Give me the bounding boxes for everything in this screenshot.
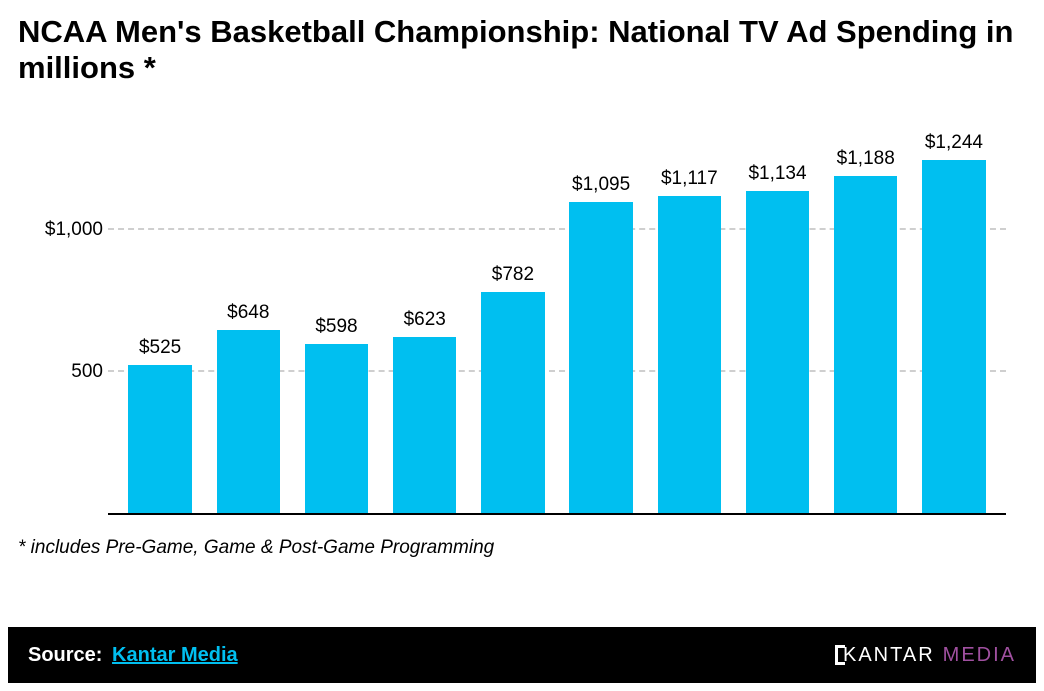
bar-value-label: $782 (492, 264, 534, 286)
bar-value-label: $648 (227, 302, 269, 324)
logo-antar: ANTAR (858, 644, 934, 666)
bar-column: $1,188 (822, 148, 910, 515)
chart-area: $525 $648 $598 $623 $782 $1,095 $1,117 $1,134 $1… (108, 115, 1006, 515)
bar (305, 344, 369, 515)
footnote: * includes Pre-Game, Game & Post-Game Pr… (0, 515, 1044, 559)
bar-value-label: $1,117 (661, 168, 718, 190)
y-axis-label: $1,000 (28, 219, 103, 241)
bar-column: $525 (116, 337, 204, 515)
bar-value-label: $623 (404, 309, 446, 331)
bar-value-label: $1,188 (837, 148, 895, 170)
bar-column: $1,134 (733, 163, 821, 515)
bar-column: $1,244 (910, 132, 998, 515)
bar-value-label: $1,095 (572, 174, 630, 196)
bar (128, 365, 192, 515)
chart-title: NCAA Men's Basketball Championship: Nati… (18, 14, 1026, 85)
bar (834, 176, 898, 515)
x-axis-line (108, 513, 1006, 515)
source-link[interactable]: Kantar Media (112, 644, 238, 666)
source-bar: Source: Kantar Media KANTAR MEDIA (8, 627, 1036, 683)
bar-column: $623 (381, 309, 469, 515)
bar-column: $782 (469, 264, 557, 515)
bar-value-label: $525 (139, 337, 181, 359)
logo-media: MEDIA (943, 644, 1016, 667)
bar (746, 191, 810, 515)
bar-column: $1,095 (557, 174, 645, 515)
bar-value-label: $598 (315, 316, 357, 338)
logo-k: K (843, 644, 858, 666)
bar (569, 202, 633, 515)
bar (658, 196, 722, 515)
bar (393, 337, 457, 515)
source-label: Source: (28, 644, 102, 666)
bar-column: $598 (292, 316, 380, 515)
bars-container: $525 $648 $598 $623 $782 $1,095 $1,117 $1,134 $1… (108, 115, 1006, 515)
bar-column: $1,117 (645, 168, 733, 515)
kantar-logo: KANTAR MEDIA (835, 644, 1016, 667)
source-left: Source: Kantar Media (28, 644, 238, 667)
bar (922, 160, 986, 515)
bar-value-label: $1,134 (748, 163, 806, 185)
bar (481, 292, 545, 515)
y-axis-label: 500 (28, 361, 103, 383)
bar-value-label: $1,244 (925, 132, 983, 154)
bar-column: $648 (204, 302, 292, 515)
bar (217, 330, 281, 515)
